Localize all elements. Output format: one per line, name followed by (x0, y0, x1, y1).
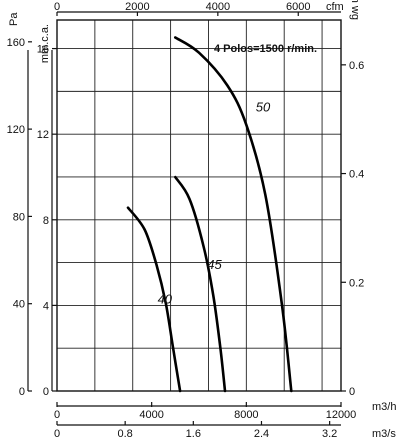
curve-40 (126, 206, 182, 393)
x-tick-label-cfm: 6000 (286, 1, 310, 13)
y-tick-label-pa: 0 (19, 386, 25, 398)
x-tick-label-m3s: 1.6 (186, 428, 201, 440)
grid (57, 20, 341, 391)
y-tick-label-mmca: 16 (37, 44, 49, 56)
y-tick-label-pa: 160 (7, 37, 25, 49)
curve-label-40: 40 (158, 292, 173, 307)
y-tick-label-mmca: 12 (37, 129, 49, 141)
y-tick-label-inwg: 0.2 (349, 277, 364, 289)
curve-label-45: 45 (207, 257, 222, 272)
x-tick-label-m3h: 0 (54, 409, 60, 421)
y-tick-label-pa: 40 (13, 299, 25, 311)
x-tick-label-m3h: 12000 (326, 409, 357, 421)
x-tick-label-m3s: 2.4 (254, 428, 269, 440)
x-axis-unit-cfm: cfm (326, 1, 344, 13)
y-tick-label-mmca: 0 (43, 386, 49, 398)
x-axis-unit-m3h: m3/h (372, 401, 396, 413)
x-axis-unit-m3s: m3/s (372, 428, 396, 440)
x-tick-label-cfm: 2000 (125, 1, 149, 13)
y-tick-label-pa: 120 (7, 124, 25, 136)
y-tick-label-mmca: 8 (43, 215, 49, 227)
y-tick-label-inwg: 0.6 (349, 60, 364, 72)
x-tick-label-cfm: 4000 (206, 1, 230, 13)
curve-50 (174, 36, 293, 393)
y-axis-unit-inwg: in wg (349, 0, 361, 20)
x-tick-label-m3h: 4000 (139, 409, 163, 421)
speed-annotation: 4 Polos=1500 r/min. (214, 43, 317, 55)
x-tick-label-m3h: 8000 (234, 409, 258, 421)
curve-label-50: 50 (256, 100, 271, 115)
y-tick-label-inwg: 0 (349, 386, 355, 398)
curves: 40 45 50 (126, 36, 293, 393)
y-axis-unit-pa: Pa (8, 12, 20, 26)
x-tick-label-m3s: 0 (54, 428, 60, 440)
x-tick-label-m3s: 3.2 (322, 428, 337, 440)
x-tick-label-m3s: 0.8 (118, 428, 133, 440)
y-tick-label-pa: 80 (13, 211, 25, 223)
x-tick-label-cfm: 0 (54, 1, 60, 13)
curve-45 (174, 175, 227, 393)
plot-frame (56, 19, 342, 392)
y-tick-label-inwg: 0.4 (349, 169, 364, 181)
y-tick-label-mmca: 4 (43, 300, 49, 312)
y-axis-unit-mmca: mm.c.a. (39, 24, 51, 63)
